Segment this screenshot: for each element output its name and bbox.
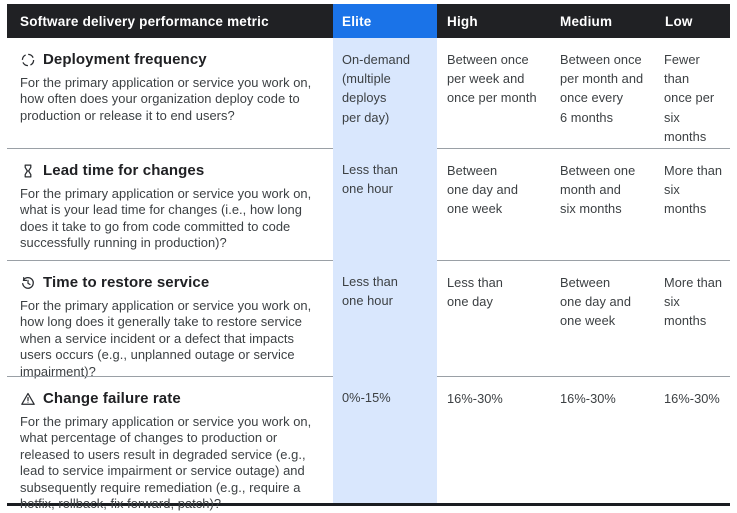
cell-change-failure-rate-elite: 0%-15%: [333, 376, 437, 503]
metric-lead-time: Lead time for changes For the primary ap…: [7, 148, 333, 260]
warning-icon: [20, 391, 36, 407]
cell-deployment-frequency-medium: Between once per month and once every 6 …: [560, 52, 644, 125]
cell-deployment-frequency-high: Between once per week and once per month: [447, 52, 537, 106]
metric-description: For the primary application or service y…: [20, 75, 312, 123]
metric-title: Deployment frequency: [43, 51, 207, 68]
cell-lead-time-medium: Between one month and six months: [550, 148, 655, 260]
cell-change-failure-rate-high: 16%-30%: [437, 376, 550, 503]
column-header-elite-label: Elite: [342, 13, 372, 29]
metric-title: Time to restore service: [43, 274, 210, 291]
column-header-high-label: High: [447, 13, 478, 29]
cell-time-to-restore-medium: Between one day and one week: [550, 260, 655, 376]
metric-description: For the primary application or service y…: [20, 298, 312, 379]
hourglass-icon: [20, 163, 36, 179]
metric-time-to-restore: Time to restore service For the primary …: [7, 260, 333, 379]
cell-deployment-frequency-low: Fewer than once per six months: [664, 52, 715, 144]
cell-lead-time-high: Between one day and one week: [437, 148, 550, 260]
cell-change-failure-rate-low: 16%-30%: [655, 376, 730, 503]
metric-description: For the primary application or service y…: [20, 414, 312, 511]
column-header-high: High: [437, 4, 550, 38]
metric-change-failure-rate: Change failure rate For the primary appl…: [7, 376, 333, 511]
column-header-low: Low: [655, 4, 730, 38]
column-header-medium: Medium: [550, 4, 655, 38]
metric-description: For the primary application or service y…: [20, 186, 312, 251]
column-header-medium-label: Medium: [560, 13, 613, 29]
cell-time-to-restore-low: More than six months: [655, 260, 730, 376]
performance-metrics-table: Software delivery performance metric Eli…: [7, 4, 730, 511]
metric-title: Lead time for changes: [43, 162, 205, 179]
metric-deployment-frequency: Deployment frequency For the primary app…: [7, 38, 333, 148]
cycle-icon: [20, 52, 36, 68]
cell-time-to-restore-elite: Less than one hour: [333, 260, 437, 376]
metric-title: Change failure rate: [43, 390, 181, 407]
column-header-metric-label: Software delivery performance metric: [20, 13, 269, 29]
cell-deployment-frequency-elite: On-demand (multiple deploys per day): [333, 38, 437, 148]
column-header-low-label: Low: [665, 13, 693, 29]
column-header-elite: Elite: [333, 4, 437, 38]
column-header-metric: Software delivery performance metric: [7, 4, 333, 38]
cell-lead-time-elite: Less than one hour: [333, 148, 437, 260]
cell-lead-time-low: More than six months: [655, 148, 730, 260]
history-icon: [20, 275, 36, 291]
cell-change-failure-rate-medium: 16%-30%: [550, 376, 655, 503]
cell-time-to-restore-high: Less than one day: [437, 260, 550, 376]
